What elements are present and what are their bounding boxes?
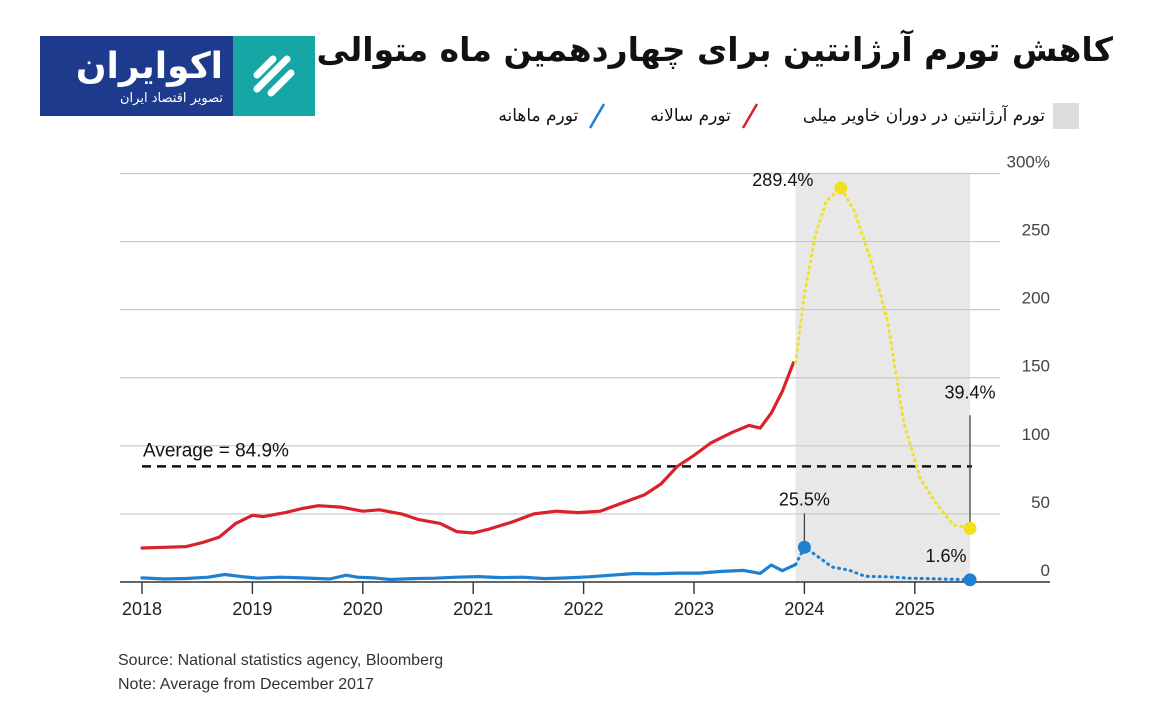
annotation-marker [797, 540, 811, 554]
legend-item-milei-period: تورم آرژانتین در دوران خاویر میلی [803, 103, 1079, 129]
slash-line-icon [741, 103, 758, 129]
legend-item-monthly: تورم ماهانه [498, 101, 608, 131]
average-label: Average = 84.9% [143, 440, 289, 461]
legend-label-annual: تورم سالانه [650, 106, 731, 126]
chart-title: کاهش تورم آرژانتین برای چهاردهمین ماه مت… [316, 30, 1113, 69]
annotation-label: 39.4% [944, 382, 995, 402]
annotation-label: 289.4% [752, 170, 813, 190]
annotation-marker [834, 181, 848, 195]
annotation-marker [963, 573, 977, 587]
legend-label-milei-period: تورم آرژانتین در دوران خاویر میلی [802, 106, 1045, 126]
series-line [794, 186, 972, 530]
x-tick-label: 2024 [784, 599, 824, 619]
brand-text: اکوایران تصویر اقتصاد ایران [40, 36, 233, 116]
brand-logo: اکوایران تصویر اقتصاد ایران [40, 36, 315, 116]
inflation-chart: 0 50 100 150 200 250 300% 2018 2019 2020 2021 2022 2… [120, 152, 1050, 619]
x-tick-label: 2022 [564, 599, 604, 619]
legend-item-annual: تورم سالانه [650, 101, 761, 131]
brand-tagline: تصویر اقتصاد ایران [120, 90, 223, 106]
series-line [140, 563, 798, 582]
annotation-label: 1.6% [925, 546, 966, 566]
series-line [140, 361, 795, 550]
x-tick-label: 2020 [343, 599, 383, 619]
x-tick-label: 2025 [895, 599, 935, 619]
y-tick-label: 200 [1022, 289, 1050, 308]
annotation-label: 25.5% [779, 489, 830, 509]
brand-mark-icon [233, 36, 315, 116]
x-tick-label: 2021 [453, 599, 493, 619]
y-tick-label: 100 [1022, 425, 1050, 444]
slash-line-icon [589, 103, 606, 129]
y-tick-label: 150 [1022, 357, 1050, 376]
series-line [794, 545, 972, 582]
x-tick-label: 2019 [232, 599, 272, 619]
y-tick-label: 300% [1007, 152, 1050, 171]
shaded-box-icon [1053, 103, 1079, 129]
x-tick-label: 2018 [122, 599, 162, 619]
source-note: Source: National statistics agency, Bloo… [118, 652, 444, 669]
legend-label-monthly: تورم ماهانه [498, 106, 579, 126]
y-tick-label: 50 [1031, 493, 1050, 512]
brand-name: اکوایران [75, 45, 223, 87]
x-tick-label: 2023 [674, 599, 714, 619]
legend: تورم ماهانه تورم سالانه تورم آرژانتین در… [456, 100, 1079, 132]
annotation-marker [963, 521, 977, 535]
average-note: Note: Average from December 2017 [118, 676, 374, 693]
y-tick-label: 250 [1022, 221, 1050, 240]
y-tick-label: 0 [1041, 561, 1050, 580]
